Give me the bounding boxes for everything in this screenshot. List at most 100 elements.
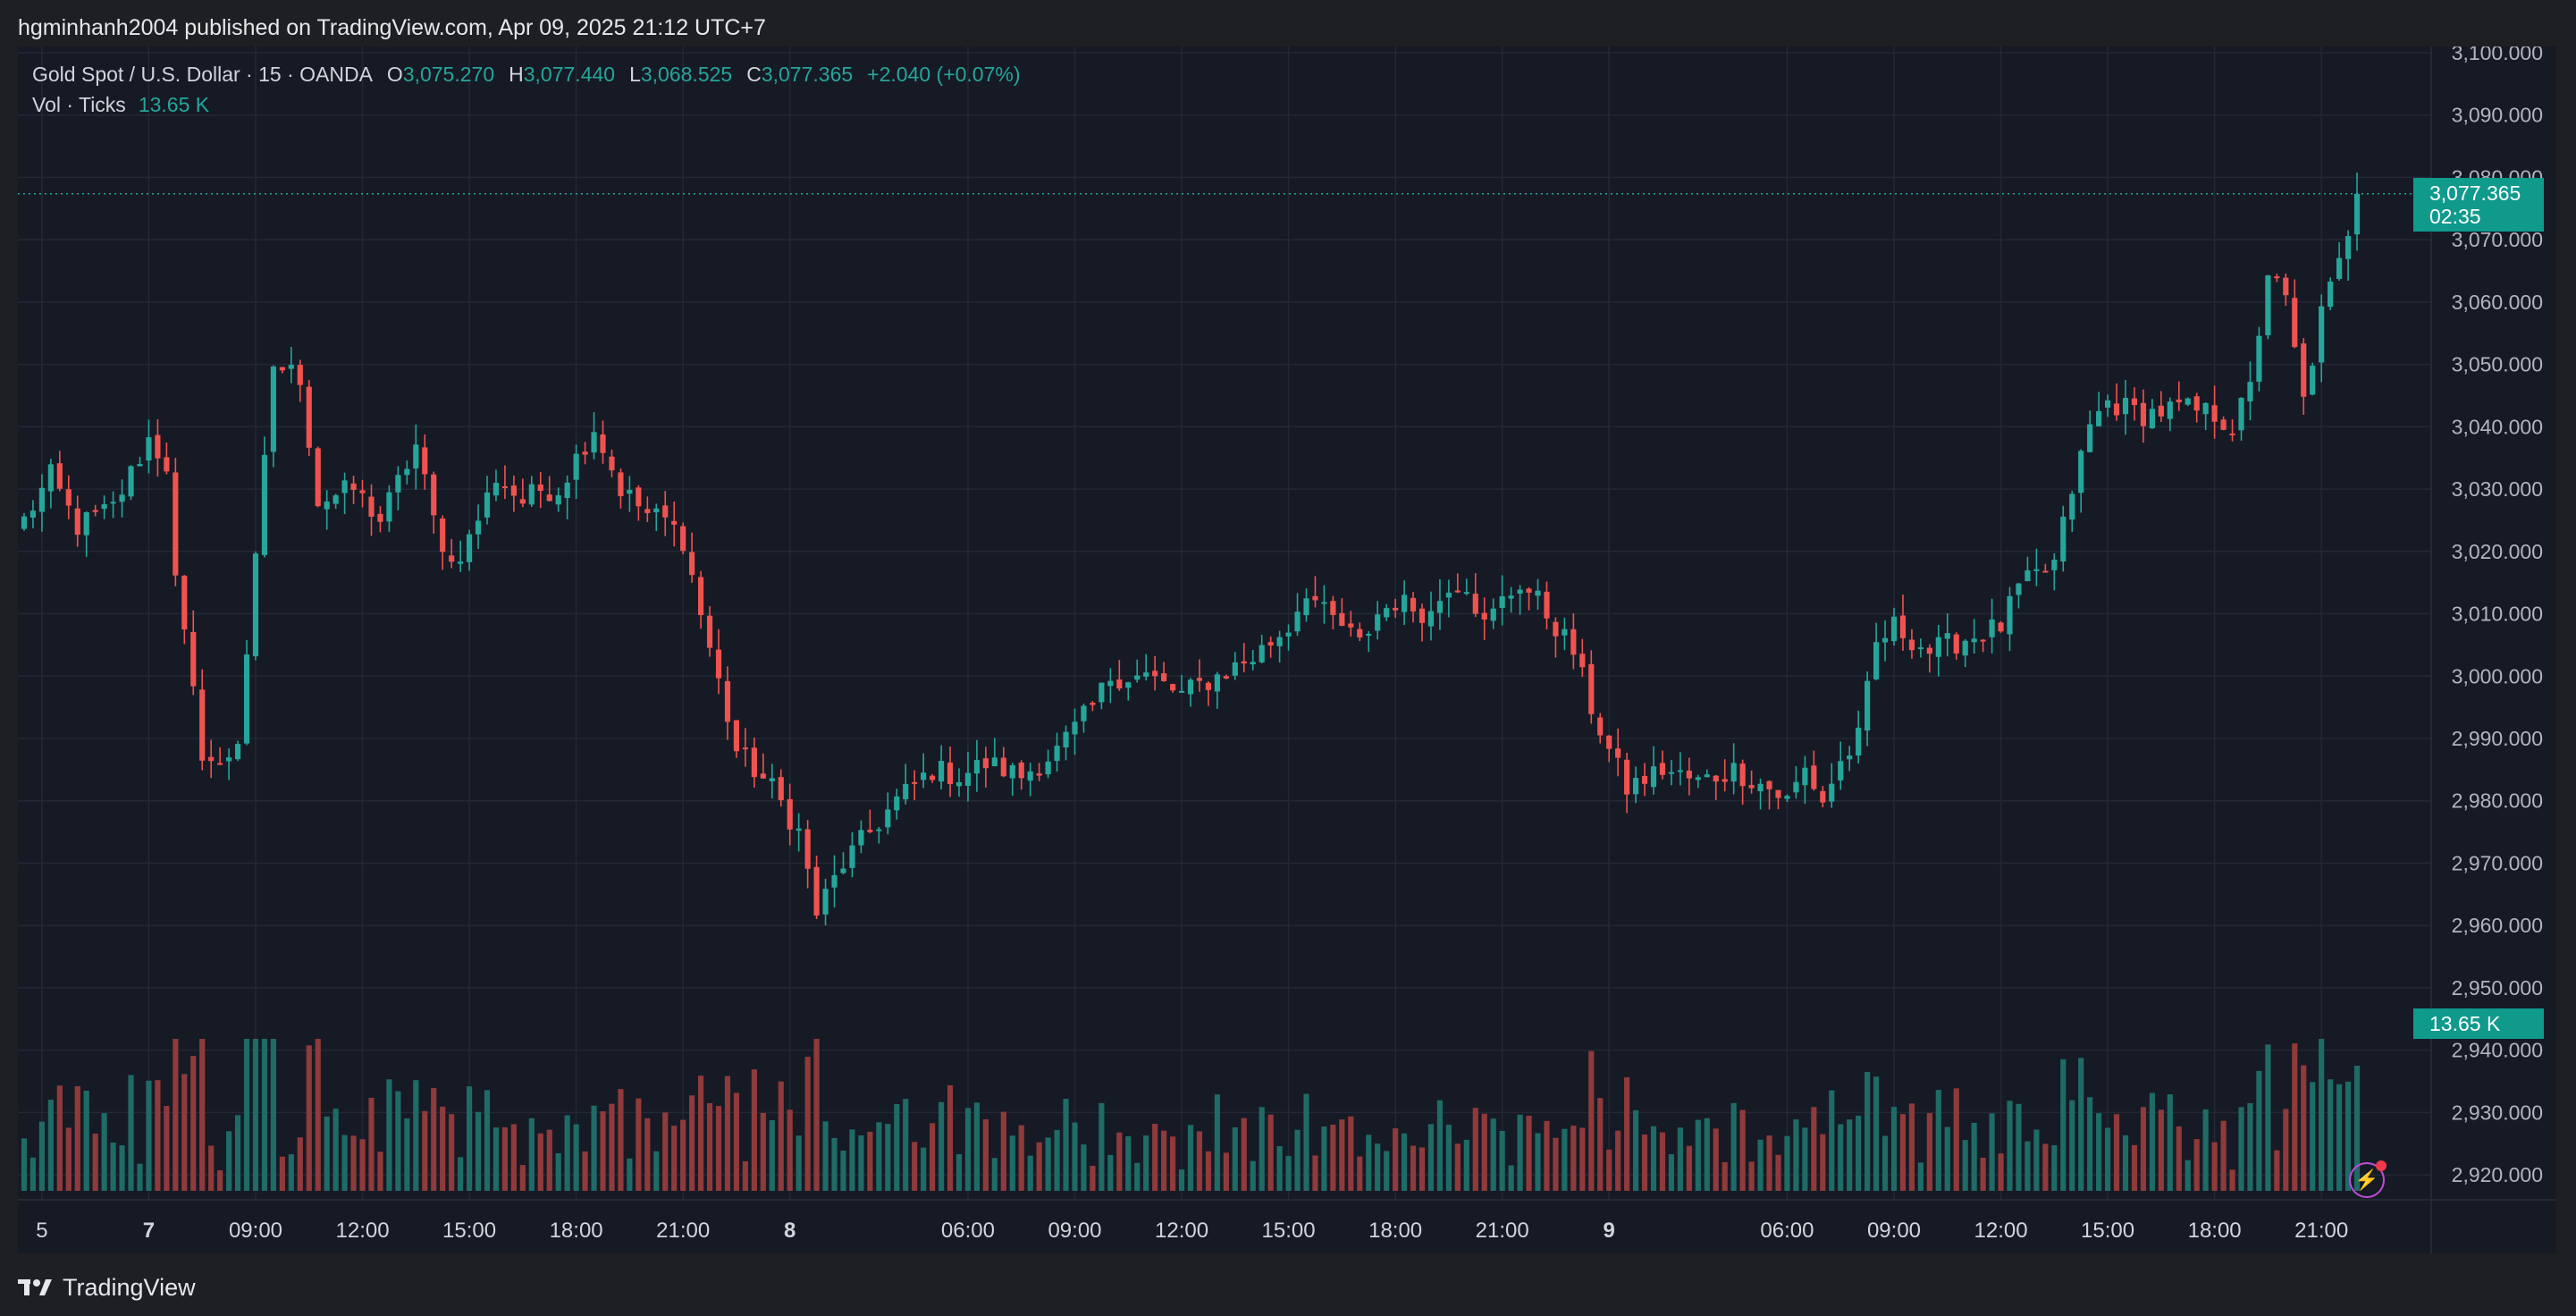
volume-bar xyxy=(876,1122,882,1191)
volume-bar xyxy=(1908,1103,1915,1191)
volume-bar xyxy=(2167,1094,2173,1191)
candle-body xyxy=(2353,193,2361,235)
candle-body xyxy=(1294,612,1301,632)
footer: TradingView xyxy=(18,1261,196,1314)
candle-body xyxy=(2274,276,2280,279)
candle-body xyxy=(119,494,125,502)
candle-body xyxy=(698,577,704,615)
volume-bar xyxy=(1454,1143,1461,1191)
candle-body xyxy=(199,689,206,761)
x-tick-label: 15:00 xyxy=(2081,1219,2134,1243)
volume-bar xyxy=(849,1129,855,1191)
candle-body xyxy=(1472,594,1478,614)
x-tick-label: 06:00 xyxy=(941,1219,995,1243)
volume-bar xyxy=(1633,1109,1639,1191)
candle-body xyxy=(377,513,383,522)
volume-bar xyxy=(2158,1109,2164,1191)
tradingview-logo-icon[interactable] xyxy=(18,1278,54,1297)
volume-bar xyxy=(146,1080,152,1191)
candle-body xyxy=(1196,678,1203,681)
lightning-bolt-icon[interactable]: ⚡ xyxy=(2349,1160,2387,1198)
x-tick-label: 21:00 xyxy=(1476,1219,1529,1243)
candle-body xyxy=(831,874,838,888)
candle-body xyxy=(1357,628,1363,638)
candle-body xyxy=(1766,780,1772,789)
candle-body xyxy=(1899,615,1907,638)
y-tick-label: 3,040.000 xyxy=(2452,415,2543,438)
candle-body xyxy=(475,520,482,535)
volume-bar xyxy=(119,1145,125,1191)
volume-bar xyxy=(404,1118,410,1191)
x-tick-label: 18:00 xyxy=(2188,1219,2242,1243)
volume-bar xyxy=(413,1080,419,1191)
x-tick-label: 21:00 xyxy=(2294,1219,2348,1243)
candle-body xyxy=(627,489,633,494)
candle-body xyxy=(733,720,740,752)
volume-bar xyxy=(813,1039,820,1191)
volume-bar xyxy=(2113,1114,2120,1191)
x-tick-label: 8 xyxy=(784,1219,796,1243)
candle-body xyxy=(1570,628,1577,655)
candle-body xyxy=(2104,400,2111,408)
volume-bar xyxy=(1606,1149,1612,1191)
candle-body xyxy=(636,487,642,507)
candle-body xyxy=(181,575,188,630)
candle-body xyxy=(751,747,757,778)
volume-bar xyxy=(243,1039,250,1191)
volume-tag-value: 13.65 K xyxy=(2429,1012,2501,1035)
volume-label[interactable]: Vol · Ticks xyxy=(32,93,126,116)
volume-bar xyxy=(2344,1081,2352,1191)
volume-bar xyxy=(440,1106,446,1191)
volume-bar xyxy=(733,1092,740,1191)
candle-body xyxy=(1205,682,1212,690)
candle-body xyxy=(243,654,250,744)
candle-body xyxy=(1748,785,1755,789)
candle-body xyxy=(1427,611,1435,627)
x-tick-label: 09:00 xyxy=(1867,1219,1921,1243)
candle-body xyxy=(466,534,473,562)
volume-bar xyxy=(38,1121,45,1191)
volume-bar xyxy=(510,1124,517,1191)
candle-body xyxy=(2060,516,2067,562)
volume-bar xyxy=(1125,1135,1132,1191)
volume-bar xyxy=(1285,1155,1292,1191)
volume-bar xyxy=(840,1151,846,1191)
volume-bar xyxy=(2292,1043,2298,1191)
volume-bar xyxy=(689,1095,695,1191)
candle-body xyxy=(1695,777,1701,780)
volume-bar xyxy=(1508,1165,1514,1191)
candle-body xyxy=(56,463,63,489)
x-tick-label: 12:00 xyxy=(1155,1219,1208,1243)
brand-name[interactable]: TradingView xyxy=(63,1273,196,1301)
candle-body xyxy=(1739,763,1746,787)
volume-bar xyxy=(2256,1070,2262,1191)
chart-area[interactable]: 3,100.0003,090.0003,080.0003,070.0003,06… xyxy=(18,46,2556,1253)
volume-bar xyxy=(1490,1118,1496,1191)
volume-bar xyxy=(1659,1132,1666,1191)
candle-body xyxy=(724,680,731,722)
symbol-label[interactable]: Gold Spot / U.S. Dollar · 15 · OANDA xyxy=(32,63,373,86)
volume-bar xyxy=(1303,1093,1309,1191)
candle-body xyxy=(955,781,963,787)
volume-bar xyxy=(1766,1135,1772,1191)
candle-body xyxy=(912,781,918,784)
volume-bar xyxy=(653,1151,660,1191)
candle-body xyxy=(1962,640,1968,656)
volume-bar xyxy=(1401,1133,1408,1191)
volume-bar xyxy=(2069,1100,2075,1191)
candle-body xyxy=(715,649,722,679)
price-chart[interactable]: 3,100.0003,090.0003,080.0003,070.0003,06… xyxy=(18,46,2556,1253)
y-tick-label: 2,940.000 xyxy=(2452,1039,2543,1062)
volume-bar xyxy=(921,1147,927,1191)
volume-bar xyxy=(1357,1156,1363,1191)
candle-body xyxy=(1445,592,1452,598)
candle-body xyxy=(2096,410,2102,426)
candle-body xyxy=(1865,680,1871,731)
volume-bar xyxy=(1881,1135,1889,1191)
volume-bar xyxy=(1668,1154,1675,1191)
y-tick-label: 3,010.000 xyxy=(2452,603,2543,626)
y-tick-label: 2,960.000 xyxy=(2452,914,2543,937)
candle-body xyxy=(644,509,651,513)
candle-body xyxy=(973,760,981,774)
candle-body xyxy=(1375,614,1381,631)
